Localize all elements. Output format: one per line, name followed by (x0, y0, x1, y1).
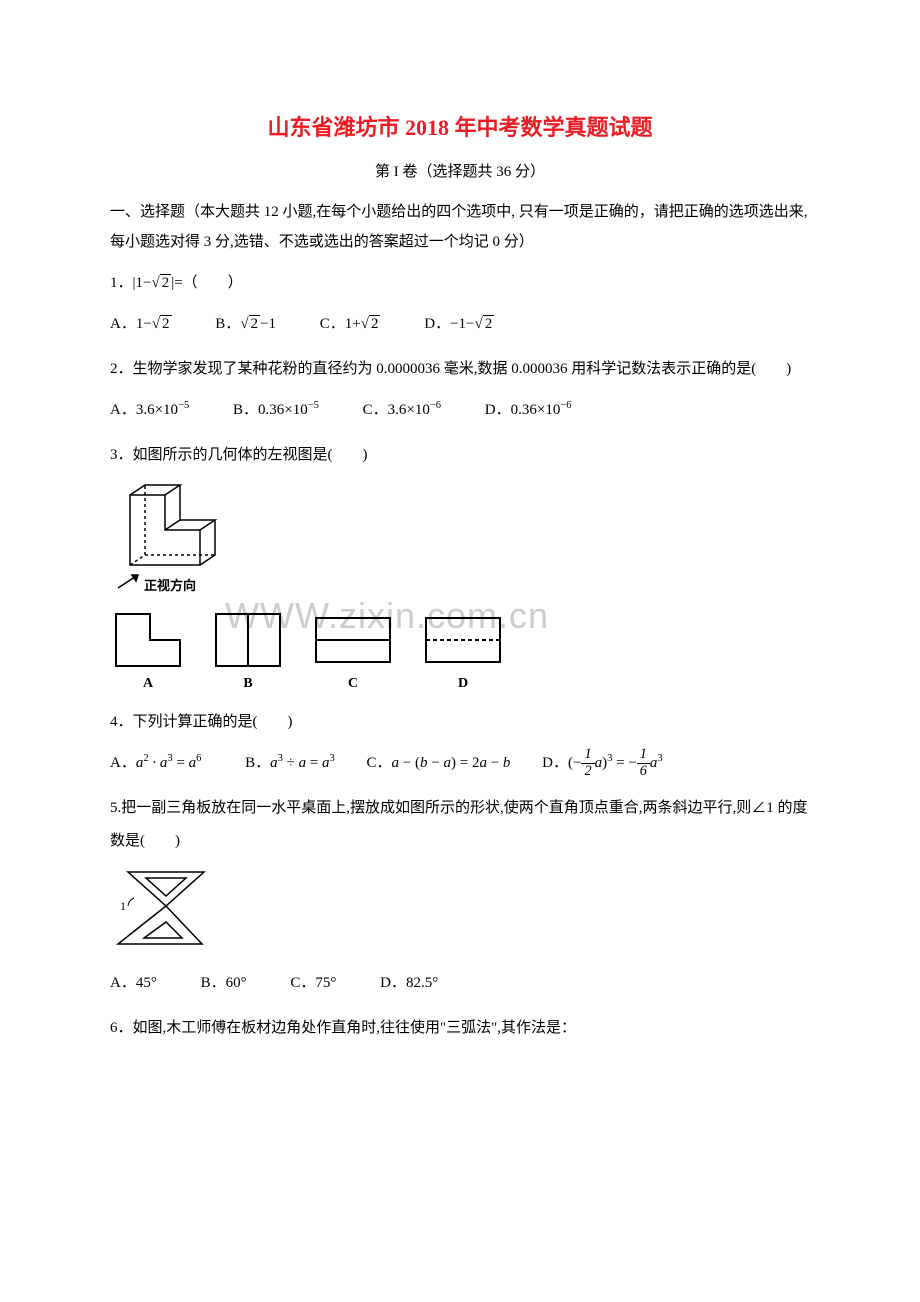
q5-opt-c: C．75° (290, 967, 336, 1000)
triangle-ruler-icon: 1 (110, 866, 220, 952)
q3-opt-a: A (110, 608, 186, 692)
q4-opt-d: D．(−12a)3 = −16a3 (542, 747, 662, 780)
q3-opt-c: C (310, 608, 396, 692)
page-subtitle: 第 I 卷（选择题共 36 分） (110, 160, 810, 181)
question-1: 1．|1−√2|=（ ） (110, 267, 810, 300)
page-content: 山东省潍坊市 2018 年中考数学真题试题 第 I 卷（选择题共 36 分） 一… (110, 110, 810, 1045)
q1-stem-suffix: |=（ ） (171, 275, 242, 291)
q5-opt-b: B．60° (201, 967, 247, 1000)
question-6: 6．如图,木工师傅在板材边角处作直角时,往往使用"三弧法",其作法是： (110, 1012, 810, 1045)
q5-options: A．45° B．60° C．75° D．82.5° (110, 967, 810, 1000)
option-b-shape-icon (210, 608, 286, 672)
q4-opt-b: B．a3 ÷ a = a3 (245, 747, 335, 780)
svg-text:1: 1 (120, 899, 126, 913)
q2-options: A．3.6×10−5 B．0.36×10−5 C．3.6×10−6 D．0.36… (110, 394, 810, 427)
view-direction-label: 正视方向 (144, 578, 196, 593)
q1-opt-d: D．−1−√2 (424, 308, 494, 341)
q1-options: A．1−√2 B．√2−1 C．1+√2 D．−1−√2 (110, 308, 810, 341)
section-instructions: 一、选择题（本大题共 12 小题,在每个小题给出的四个选项中, 只有一项是正确的… (110, 197, 810, 257)
q2-opt-a: A．3.6×10−5 (110, 394, 189, 427)
q5-opt-d: D．82.5° (380, 967, 438, 1000)
q3-figure: 正视方向 (110, 480, 810, 600)
q1-opt-b: B．√2−1 (215, 308, 276, 341)
q1-opt-a: A．1−√2 (110, 308, 172, 341)
q2-opt-b: B．0.36×10−5 (233, 394, 319, 427)
q3-answer-options: A B C (110, 608, 810, 692)
q3-opt-d: D (420, 608, 506, 692)
q4-opt-c: C．a − (b − a) = 2a − b (367, 747, 511, 780)
question-5: 5.把一副三角板放在同一水平桌面上,摆放成如图所示的形状,使两个直角顶点重合,两… (110, 792, 810, 858)
q2-opt-d: D．0.36×10−6 (485, 394, 572, 427)
q3-opt-b: B (210, 608, 286, 692)
page-title: 山东省潍坊市 2018 年中考数学真题试题 (110, 110, 810, 142)
q5-figure: 1 (110, 866, 810, 957)
question-2: 2．生物学家发现了某种花粉的直径约为 0.0000036 毫米,数据 0.000… (110, 353, 810, 386)
q1-stem-prefix: 1．|1− (110, 275, 151, 291)
question-4: 4．下列计算正确的是( ) (110, 706, 810, 739)
option-a-shape-icon (110, 608, 186, 672)
q4-opt-a: A．a2 · a3 = a6 (110, 747, 201, 780)
q2-opt-c: C．3.6×10−6 (363, 394, 441, 427)
q4-options: A．a2 · a3 = a6 B．a3 ÷ a = a3 C．a − (b − … (110, 747, 810, 780)
option-c-shape-icon (310, 608, 396, 672)
option-d-shape-icon (420, 608, 506, 672)
q1-opt-c: C．1+√2 (320, 308, 381, 341)
question-3: 3．如图所示的几何体的左视图是( ) (110, 439, 810, 472)
geometry-3d-icon: 正视方向 (110, 480, 240, 600)
q5-opt-a: A．45° (110, 967, 157, 1000)
